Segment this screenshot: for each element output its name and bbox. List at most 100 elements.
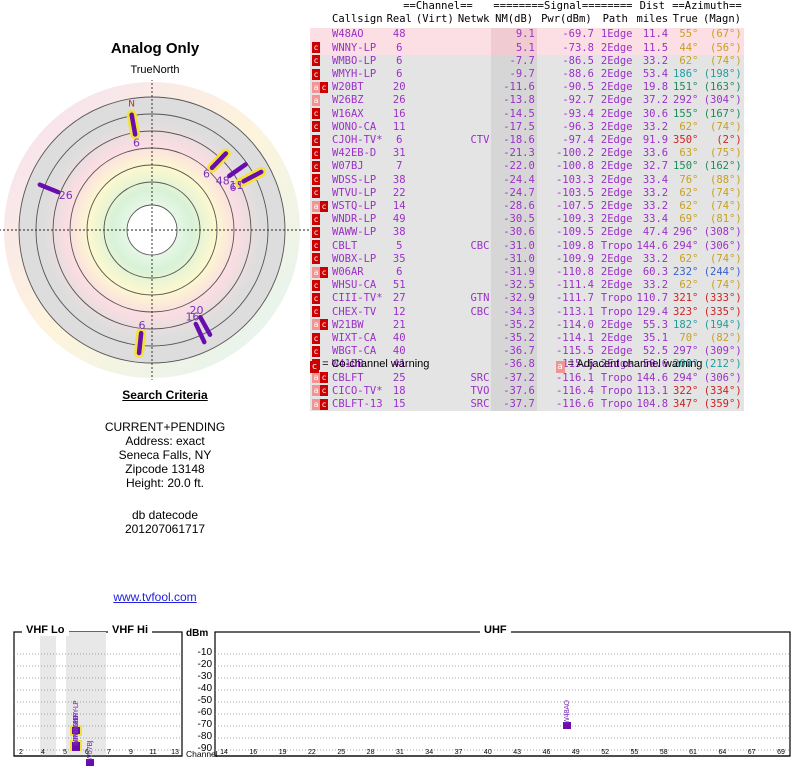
cell-real: 40 xyxy=(392,332,406,345)
table-row: a c W06AR 6 -31.9 -110.8 2Edge 60.3 232° (244°) xyxy=(310,266,744,280)
cell-netwk xyxy=(456,108,492,121)
cell-path: 2Edge xyxy=(600,107,633,120)
table-row: c WOBX-LP 35 -31.0 -109.9 2Edge 33.2 62° (74°) xyxy=(310,252,744,267)
cell-netwk xyxy=(456,94,492,107)
cell-nm: -32.9 xyxy=(491,292,537,306)
cell-netwk xyxy=(456,279,492,292)
cell-path: 2Edge xyxy=(600,200,633,213)
cell-nm: -31.0 xyxy=(491,239,537,253)
co-channel-warning-icon: c xyxy=(312,292,320,304)
tvfool-link[interactable]: www.tvfool.com xyxy=(113,590,197,604)
cell-virt xyxy=(414,398,456,411)
uhf-x-tick: 22 xyxy=(308,749,316,756)
uhf-x-tick: 67 xyxy=(747,749,756,756)
cell-nm: 5.1 xyxy=(491,41,537,55)
cell-path: 2Edge xyxy=(600,68,633,81)
cell-az-true: 186° xyxy=(673,68,699,81)
polar-north-marker-tag: N xyxy=(128,100,135,110)
co-channel-warning-icon: c xyxy=(320,398,328,410)
cell-az-true: 182° xyxy=(673,318,699,331)
polar-marker xyxy=(37,182,61,195)
table-row: a c CBLFT-13 15 SRC -37.7 -116.6 Tropo 104.8 347°… xyxy=(310,398,744,412)
uhf-x-tick: 49 xyxy=(571,749,580,756)
polar-marker xyxy=(241,169,264,184)
co-channel-warning-icon: c xyxy=(312,345,320,357)
cell-path: Tropo xyxy=(600,371,633,384)
cell-virt xyxy=(414,253,456,266)
criteria-height: Height: 20.0 ft. xyxy=(125,476,205,490)
band-label-0: VHF Lo xyxy=(22,624,69,636)
cell-netwk xyxy=(456,174,492,187)
cell-az-true: 323° xyxy=(673,305,699,318)
adjacent-channel-warning-icon: a xyxy=(312,94,320,106)
cell-virt xyxy=(414,187,456,200)
uhf-x-tick: 43 xyxy=(513,749,522,756)
band-label-2: UHF xyxy=(480,624,511,636)
cell-az-magn: (359°) xyxy=(703,398,742,411)
polar-marker-label: 6 xyxy=(229,181,236,194)
cell-real: 16 xyxy=(392,107,406,120)
cell-az-true: 76° xyxy=(679,173,699,186)
co-channel-warning-icon: c xyxy=(320,372,328,384)
cell-az-true: 62° xyxy=(679,54,699,67)
cell-netwk xyxy=(456,55,492,68)
cell-az-magn: (333°) xyxy=(703,292,742,305)
cell-az-true: 69° xyxy=(679,213,699,226)
y-axis-tick-label: -90 xyxy=(197,743,212,754)
search-criteria-title: Search Criteria xyxy=(122,388,208,402)
col-magn: (Magn) xyxy=(703,13,741,26)
cell-pwr: -115.6 xyxy=(555,358,594,371)
spectrum-chart: -10 -20 -30 -40 -50 -60 -70 -80 -90 dBm VHF Lo VHF … xyxy=(0,618,800,768)
cell-dist: 11.4 xyxy=(642,28,669,41)
uhf-frame xyxy=(214,631,791,757)
adjacent-channel-warning-icon: a xyxy=(312,319,320,331)
cell-nm: -35.2 xyxy=(491,318,537,333)
table-row: c CBLT 5 CBC -31.0 -109.8 Tropo 144.6 294° (306°) xyxy=(310,239,744,253)
cell-pwr: -114.0 xyxy=(555,318,594,331)
cell-nm: -11.6 xyxy=(491,81,537,95)
cell-path: 2Edge xyxy=(600,279,633,292)
cell-dist: 30.6 xyxy=(642,107,669,120)
cell-virt xyxy=(414,372,456,385)
cell-virt xyxy=(414,345,456,358)
table-row: a c W20BT 20 -11.6 -90.5 2Edge 19.8 151° (163°) xyxy=(310,81,744,95)
cell-callsign: W48AO xyxy=(332,28,364,41)
spectrum-bar xyxy=(70,724,82,736)
cell-az-magn: (74°) xyxy=(710,120,742,133)
cell-pwr: -116.6 xyxy=(555,398,594,411)
polar-north-label: TrueNorth xyxy=(130,64,180,76)
uhf-x-tick: 34 xyxy=(425,749,434,756)
cell-netwk: SRC xyxy=(470,371,490,384)
cell-real: 14 xyxy=(392,200,406,213)
polar-marker xyxy=(136,330,144,356)
cell-az-true: 297° xyxy=(673,345,699,358)
cell-path: Tropo xyxy=(600,305,633,318)
cell-nm: -30.5 xyxy=(491,213,537,227)
uhf-x-tick: 31 xyxy=(395,749,404,756)
co-channel-warning-icon: c xyxy=(320,81,328,93)
cell-callsign: WNNY-LP xyxy=(332,41,377,54)
cell-az-magn: (82°) xyxy=(710,332,742,345)
cell-pwr: -115.5 xyxy=(555,345,594,358)
cell-callsign: WTVU-LP xyxy=(332,186,377,199)
cell-az-magn: (194°) xyxy=(703,318,742,331)
cell-pwr: -111.7 xyxy=(555,292,594,305)
cell-az-magn: (309°) xyxy=(703,345,742,358)
cell-az-true: 55° xyxy=(679,28,699,41)
warning-flag-cell: c xyxy=(310,226,330,239)
cell-nm: -37.6 xyxy=(491,384,537,399)
adjacent-channel-warning-icon: a xyxy=(312,385,320,397)
cell-pwr: -110.8 xyxy=(555,266,594,279)
cell-callsign: W42EB-D xyxy=(332,147,377,160)
cell-pwr: -109.8 xyxy=(555,239,594,252)
cell-pwr: -109.3 xyxy=(555,213,594,226)
vhf-x-tick: 11 xyxy=(149,749,157,756)
cell-nm: -31.9 xyxy=(491,266,537,280)
cell-dist: 113.1 xyxy=(636,384,669,397)
cell-dist: 50.6 xyxy=(642,358,669,371)
vhf-x-tick: 13 xyxy=(171,749,179,756)
uhf-x-tick: 14 xyxy=(220,749,228,756)
cell-pwr: -116.1 xyxy=(555,371,594,384)
polar-marker xyxy=(227,162,248,179)
cell-nm: -37.7 xyxy=(491,398,537,412)
